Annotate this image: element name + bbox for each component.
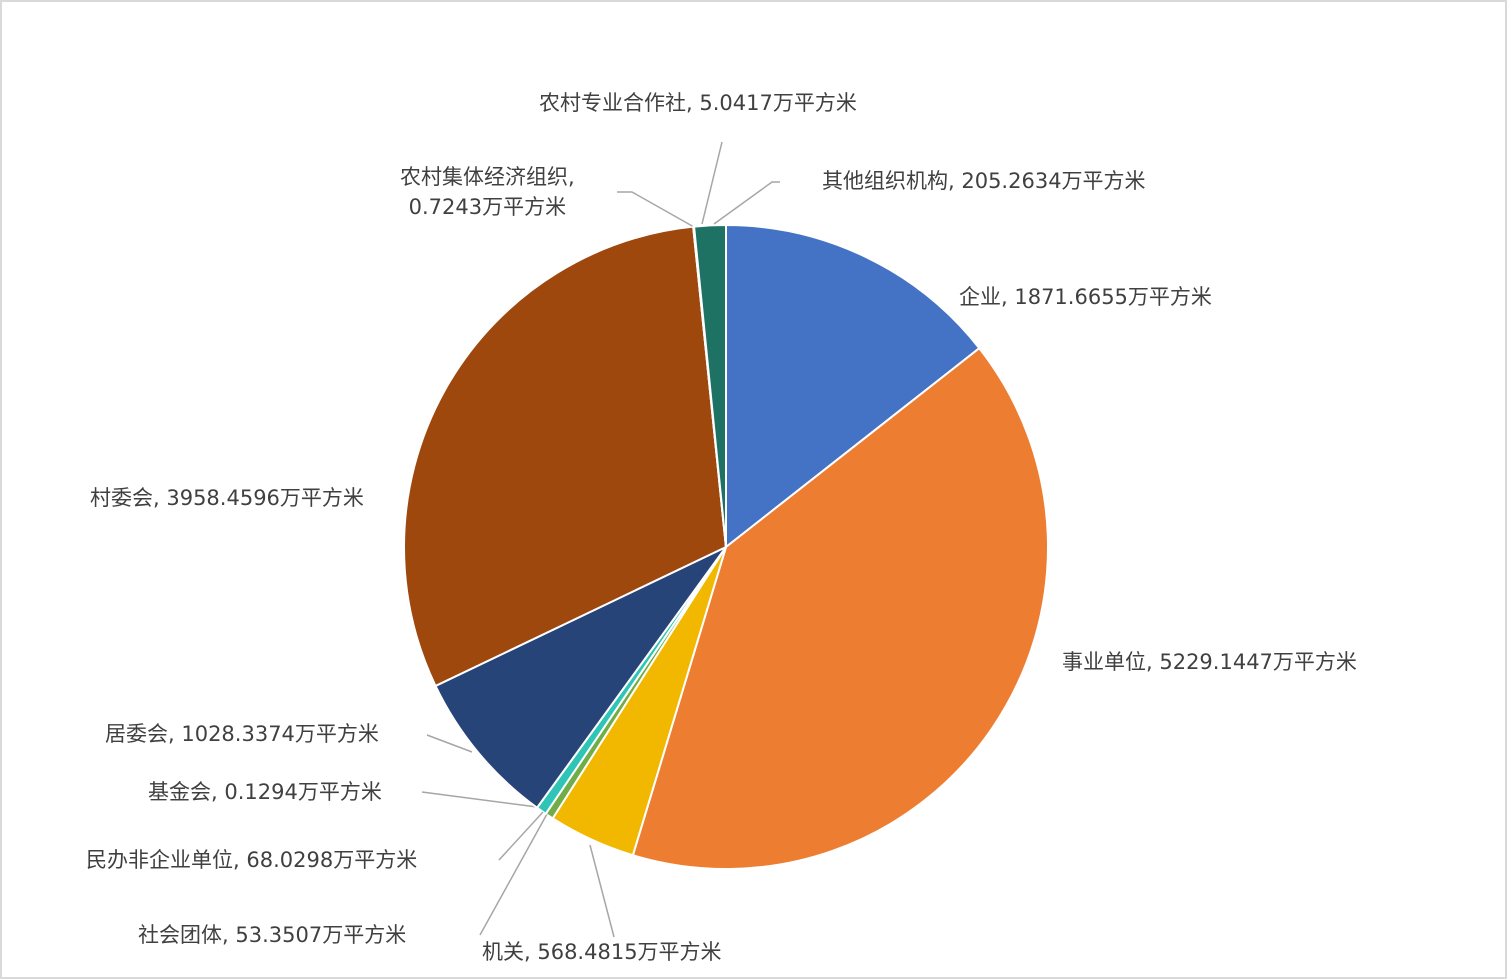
leader-line-2 xyxy=(589,844,615,938)
leader-line-8 xyxy=(617,191,695,228)
leader-line-10 xyxy=(713,181,780,225)
leader-line-5 xyxy=(421,791,538,808)
data-label: 村委会, 3958.4596万平方米 xyxy=(90,486,364,510)
data-label: 农村专业合作社, 5.0417万平方米 xyxy=(539,91,857,115)
leader-line-9 xyxy=(701,141,723,225)
pie-slice-6 xyxy=(434,546,727,810)
data-label: 企业, 1871.6655万平方米 xyxy=(959,285,1212,309)
data-label: 机关, 568.4815万平方米 xyxy=(482,940,722,964)
pie-slice-10 xyxy=(692,223,727,548)
leader-line-4 xyxy=(498,811,544,861)
pie-slice-0 xyxy=(725,223,981,550)
data-label: 农村集体经济组织, 0.7243万平方米 xyxy=(400,165,575,219)
pie-slice-7 xyxy=(403,225,728,688)
leader-line-6 xyxy=(426,734,473,753)
data-label: 社会团体, 53.3507万平方米 xyxy=(138,923,407,947)
leader-line-3 xyxy=(479,813,548,936)
data-label: 事业单位, 5229.1447万平方米 xyxy=(1062,650,1357,674)
data-label: 基金会, 0.1294万平方米 xyxy=(148,780,382,804)
data-label: 其他组织机构, 205.2634万平方米 xyxy=(822,169,1146,193)
data-label: 居委会, 1028.3374万平方米 xyxy=(105,722,379,746)
data-label: 民办非企业单位, 68.0298万平方米 xyxy=(86,848,418,872)
pie-slice-1 xyxy=(631,346,1049,870)
